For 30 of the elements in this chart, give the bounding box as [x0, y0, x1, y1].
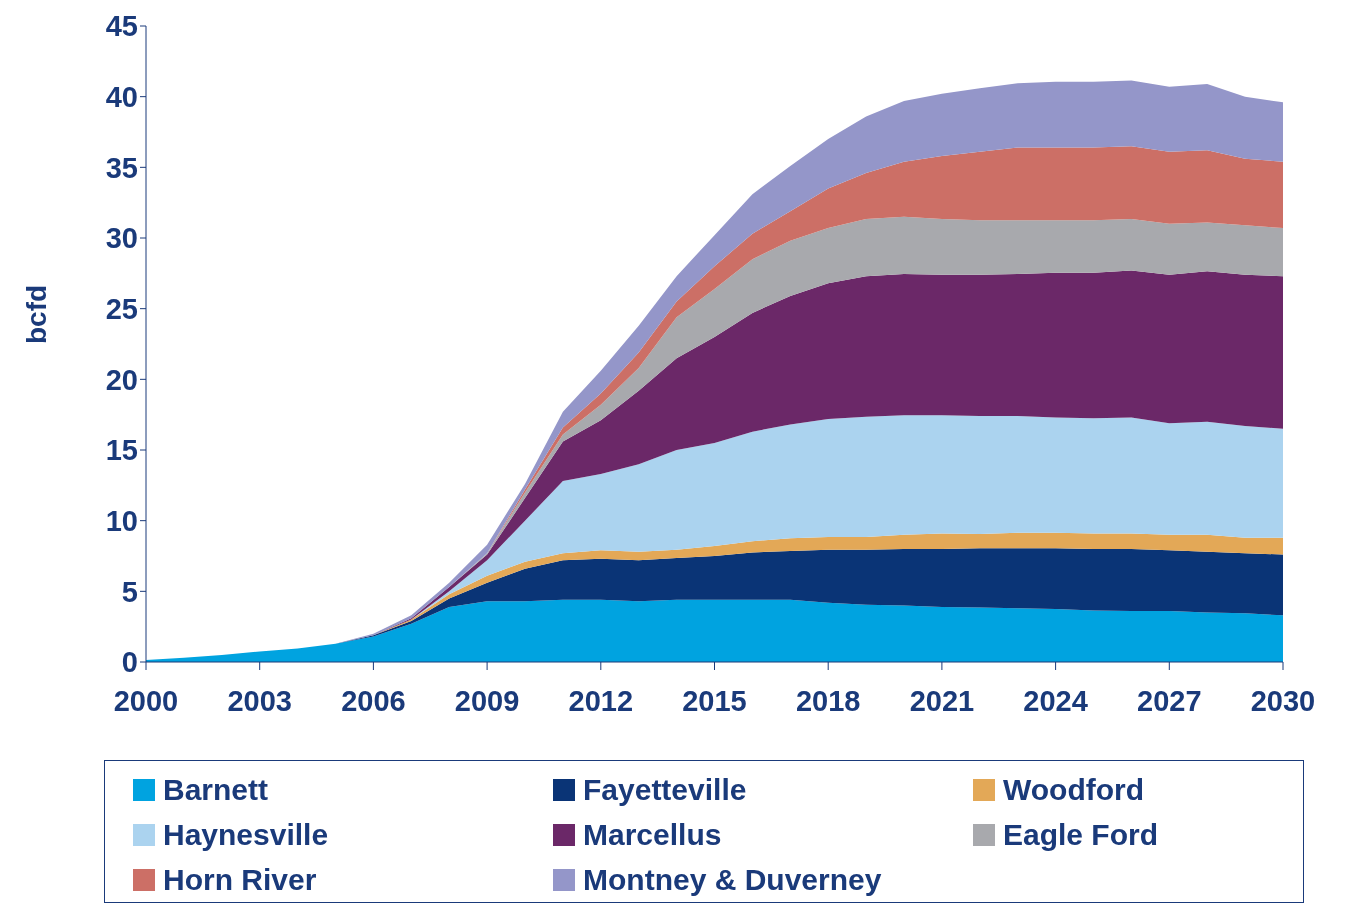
y-tick-label: 20: [105, 363, 138, 396]
x-tick-label: 2015: [682, 684, 747, 717]
y-tick-label: 25: [105, 292, 138, 325]
legend-label: Montney & Duverney: [583, 862, 882, 897]
legend-label: Horn River: [163, 862, 317, 897]
legend-label: Woodford: [1003, 772, 1145, 807]
y-axis-title: bcfd: [20, 284, 52, 344]
y-tick-label: 30: [105, 222, 138, 255]
x-tick-label: 2024: [1023, 684, 1088, 717]
x-tick-label: 2006: [341, 684, 406, 717]
x-tick-label: 2021: [909, 684, 975, 717]
y-tick-label: 35: [105, 151, 138, 184]
legend-label: Haynesville: [163, 817, 329, 852]
x-tick-label: 2000: [113, 684, 179, 717]
legend-label: Fayetteville: [583, 772, 747, 807]
legend-label: Marcellus: [583, 817, 722, 852]
x-tick-label: 2030: [1250, 684, 1316, 717]
y-tick-label: 5: [121, 575, 138, 608]
legend-label: Barnett: [163, 772, 269, 807]
x-tick-label: 2009: [454, 684, 520, 717]
y-tick-label: 0: [121, 646, 138, 679]
x-tick-label: 2018: [795, 684, 861, 717]
x-tick-label: 2003: [227, 684, 292, 717]
y-tick-label: 10: [105, 504, 138, 537]
x-tick-label: 2012: [568, 684, 634, 717]
y-tick-label: 40: [105, 80, 138, 113]
legend-label: Eagle Ford: [1003, 817, 1159, 852]
y-tick-label: 15: [105, 434, 138, 467]
x-tick-label: 2027: [1137, 684, 1202, 717]
y-tick-label: 45: [105, 10, 138, 43]
